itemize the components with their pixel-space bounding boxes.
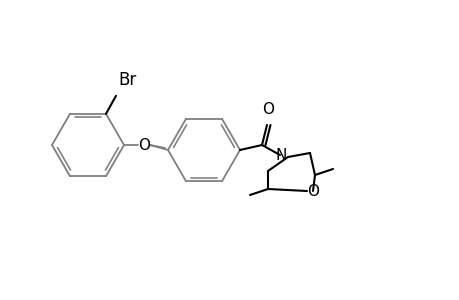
Text: N: N	[275, 148, 286, 163]
Text: O: O	[138, 137, 150, 152]
Text: Br: Br	[118, 71, 136, 89]
Text: O: O	[306, 184, 318, 199]
Text: O: O	[262, 102, 274, 117]
